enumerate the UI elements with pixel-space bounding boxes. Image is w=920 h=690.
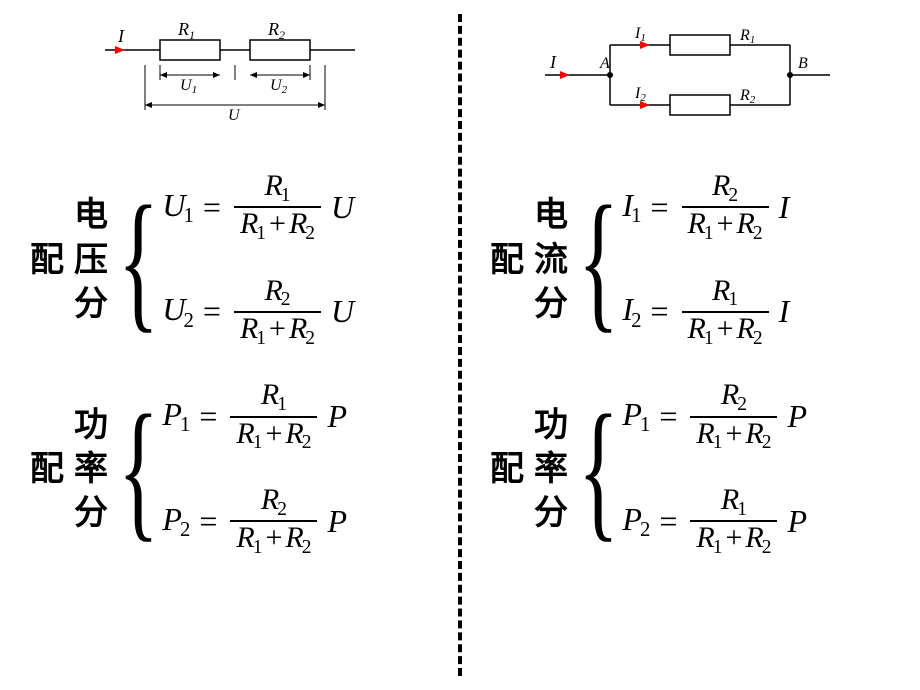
U-label: U [228, 107, 241, 124]
parallel-circuit: I A I1 R1 I2 R2 [470, 10, 910, 140]
cn-label-power-r1: 配 [490, 447, 528, 491]
parallel-circuit-svg: I A I1 R1 I2 R2 [540, 20, 840, 130]
eq-U2: U2 = R2R1+R2 U [162, 275, 354, 350]
series-circuit-svg: I R1 R2 U1 U2 [100, 20, 360, 130]
right-column: I A I1 R1 I2 R2 [460, 0, 920, 690]
R1-label: R1 [177, 20, 195, 42]
R2-label: R2 [267, 20, 285, 42]
power-block-right: 配 功 率 分 { P1 = R2R1+R2 P P2 = R1R1+R2 P [490, 379, 910, 558]
brace-icon: { [578, 198, 619, 322]
eq-I2: I2 = R1R1+R2 I [622, 275, 789, 350]
current-divider-block: 配 电 流 分 { I1 = R2R1+R2 I I2 = R1R1+R2 I [490, 170, 910, 349]
U1-label: U1 [180, 77, 197, 96]
left-column: I R1 R2 U1 U2 [0, 0, 460, 690]
current-equations: I1 = R2R1+R2 I I2 = R1R1+R2 I [622, 170, 789, 349]
I-label-right: I [549, 52, 557, 72]
R1-label-right: R1 [739, 27, 755, 46]
voltage-divider-block: 配 电 压 分 { U1 = R1R1+R2 U U2 = R2R1+R2 U [30, 170, 450, 349]
eq-P1-right: P1 = R2R1+R2 P [622, 379, 807, 454]
vertical-divider [458, 14, 462, 676]
power-equations-right: P1 = R2R1+R2 P P2 = R1R1+R2 P [622, 379, 807, 558]
eq-P2-left: P2 = R2R1+R2 P [162, 484, 347, 559]
A-label: A [599, 55, 610, 72]
cn-label-current-1: 配 [490, 238, 528, 282]
cn-label-power-r2: 功 率 分 [534, 403, 572, 536]
voltage-equations: U1 = R1R1+R2 U U2 = R2R1+R2 U [162, 170, 354, 349]
series-circuit: I R1 R2 U1 U2 [10, 10, 450, 140]
brace-icon: { [118, 198, 159, 322]
R2-label-right: R2 [739, 87, 756, 106]
eq-P2-right: P2 = R1R1+R2 P [622, 484, 807, 559]
cn-label-voltage-2: 电 压 分 [74, 193, 112, 326]
cn-label-power-l1: 配 [30, 447, 68, 491]
page-container: I R1 R2 U1 U2 [0, 0, 920, 690]
I-label: I [117, 26, 125, 46]
brace-icon: { [118, 407, 159, 531]
cn-label-voltage-1: 配 [30, 238, 68, 282]
I1-label: I1 [634, 25, 646, 44]
B-label: B [798, 55, 808, 72]
U2-label: U2 [270, 77, 288, 96]
power-equations-left: P1 = R1R1+R2 P P2 = R2R1+R2 P [162, 379, 347, 558]
I2-label: I2 [634, 85, 646, 104]
eq-P1-left: P1 = R1R1+R2 P [162, 379, 347, 454]
eq-I1: I1 = R2R1+R2 I [622, 170, 789, 245]
power-block-left: 配 功 率 分 { P1 = R1R1+R2 P P2 = R2R1+R2 P [30, 379, 450, 558]
cn-label-power-l2: 功 率 分 [74, 403, 112, 536]
eq-U1: U1 = R1R1+R2 U [162, 170, 354, 245]
cn-label-current-2: 电 流 分 [534, 193, 572, 326]
brace-icon: { [578, 407, 619, 531]
